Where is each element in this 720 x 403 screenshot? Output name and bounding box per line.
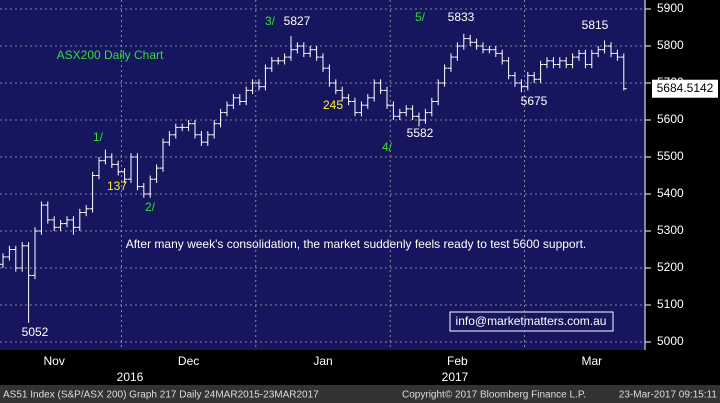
annotation: 5675 [521,94,548,108]
y-tick-label: 5200 [657,260,684,274]
annotation: 137 [107,179,127,193]
annotation: 4/ [382,140,393,154]
contact-box [449,311,614,332]
year-label: 2016 [117,370,144,384]
footer-mid: Copyright© 2017 Bloomberg Finance L.P. [402,390,586,401]
x-tick-label: Dec [178,354,199,368]
x-tick-label: Jan [313,354,332,368]
annotation: 5833 [448,10,475,24]
last-price: 5684.5142 [657,81,714,95]
y-tick-label: 5500 [657,149,684,163]
last-price-box [652,79,718,98]
x-tick-label: Feb [447,354,468,368]
y-tick-label: 5800 [657,38,684,52]
y-tick-label: 5300 [657,223,684,237]
annotation: 5815 [582,18,609,32]
annotation: 245 [323,98,343,112]
y-tick-label: 5900 [657,1,684,15]
annotation: 5/ [415,10,426,24]
annotation: 2/ [145,200,156,214]
chart-title: ASX200 Daily Chart [57,48,164,62]
annotation: 5582 [407,126,434,140]
annotation: 3/ [265,14,276,28]
footer-left: AS51 Index (S&P/ASX 200) Graph 217 Daily… [3,390,319,401]
x-tick-label: Mar [581,354,602,368]
footer-bar [0,385,720,403]
y-tick-label: 5100 [657,297,684,311]
x-tick-label: Nov [44,354,65,368]
contact: info@marketmatters.com.au [456,314,607,328]
year-label: 2017 [442,370,469,384]
note: After many week's consolidation, the mar… [126,237,587,251]
footer-right: 23-Mar-2017 09:15:11 [619,390,718,401]
annotation: 5052 [22,325,49,339]
y-tick-label: 5400 [657,186,684,200]
y-tick-label: 5000 [657,334,684,348]
y-tick-label: 5600 [657,112,684,126]
annotation: 1/ [93,130,104,144]
annotation: 5827 [284,14,311,28]
